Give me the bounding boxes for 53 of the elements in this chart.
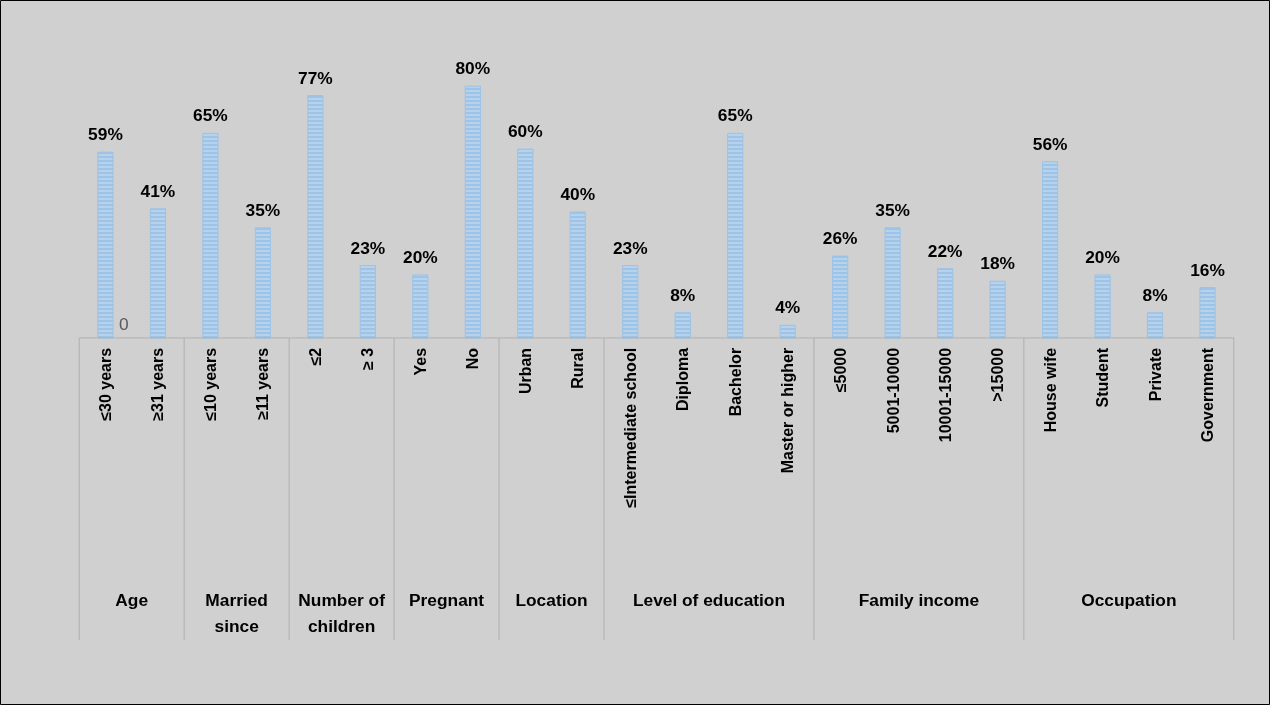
data-label: 20% [1085, 246, 1120, 267]
text: Level of education [632, 589, 786, 610]
text: Age [115, 589, 149, 610]
x-tick-label: >15000 [989, 347, 1007, 402]
x-tick-label: ≥ 3 [359, 347, 377, 371]
data-label: 56% [1032, 133, 1068, 154]
x-tick-label: Master or higher [779, 347, 797, 474]
x-tick-label: Student [1094, 347, 1112, 408]
annotation: 0 [119, 313, 129, 334]
data-label: 77% [298, 67, 333, 88]
data-label: 35% [875, 199, 910, 220]
data-label: 23% [350, 237, 386, 258]
text: Location [515, 589, 588, 610]
x-tick-label: 10001-15000 [937, 347, 955, 443]
x-tick-label: House wife [1041, 347, 1059, 433]
data-label: 80% [455, 58, 491, 79]
x-tick-label: ≤2 [306, 347, 324, 366]
x-tick-label: ≤10 years [201, 347, 219, 421]
data-label: 41% [140, 180, 176, 201]
text: Occupation [1081, 589, 1177, 610]
x-tick-label: Urban [516, 347, 534, 395]
x-tick-label: 5001-10000 [884, 347, 902, 434]
x-tick-label: ≥11 years [254, 347, 272, 420]
x-tick-label: Rural [569, 347, 587, 389]
text: Family income [858, 589, 980, 610]
x-tick-label: Yes [411, 347, 429, 376]
data-label: 23% [612, 237, 648, 258]
x-tick-label: ≤Intermediate school [621, 347, 639, 508]
data-label: 8% [670, 284, 696, 305]
data-label: 65% [717, 105, 753, 126]
x-tick-label: Government [1199, 347, 1217, 443]
x-tick-label: Private [1146, 347, 1164, 402]
data-label: 18% [980, 253, 1015, 274]
data-label: 26% [822, 228, 858, 249]
data-label: 59% [88, 124, 123, 145]
text: Number of children [298, 589, 386, 636]
data-label: 22% [927, 240, 963, 261]
data-label: 35% [245, 199, 281, 220]
data-label: 40% [560, 184, 596, 204]
x-tick-label: ≤30 years [96, 347, 114, 421]
data-label: 16% [1190, 259, 1225, 280]
text: Pregnant [409, 589, 485, 610]
x-tick-label: Bachelor [726, 347, 744, 417]
data-label: 4% [775, 297, 801, 318]
x-tick-label: ≥31 years [149, 347, 167, 421]
data-label: 65% [193, 105, 228, 126]
data-label: 8% [1142, 284, 1168, 305]
data-label: 60% [507, 121, 543, 142]
x-tick-label: ≤5000 [831, 347, 849, 393]
data-label: 20% [402, 246, 438, 267]
text: Married since [205, 589, 268, 636]
x-tick-label: No [464, 347, 482, 370]
x-tick-label: Diploma [674, 347, 692, 412]
